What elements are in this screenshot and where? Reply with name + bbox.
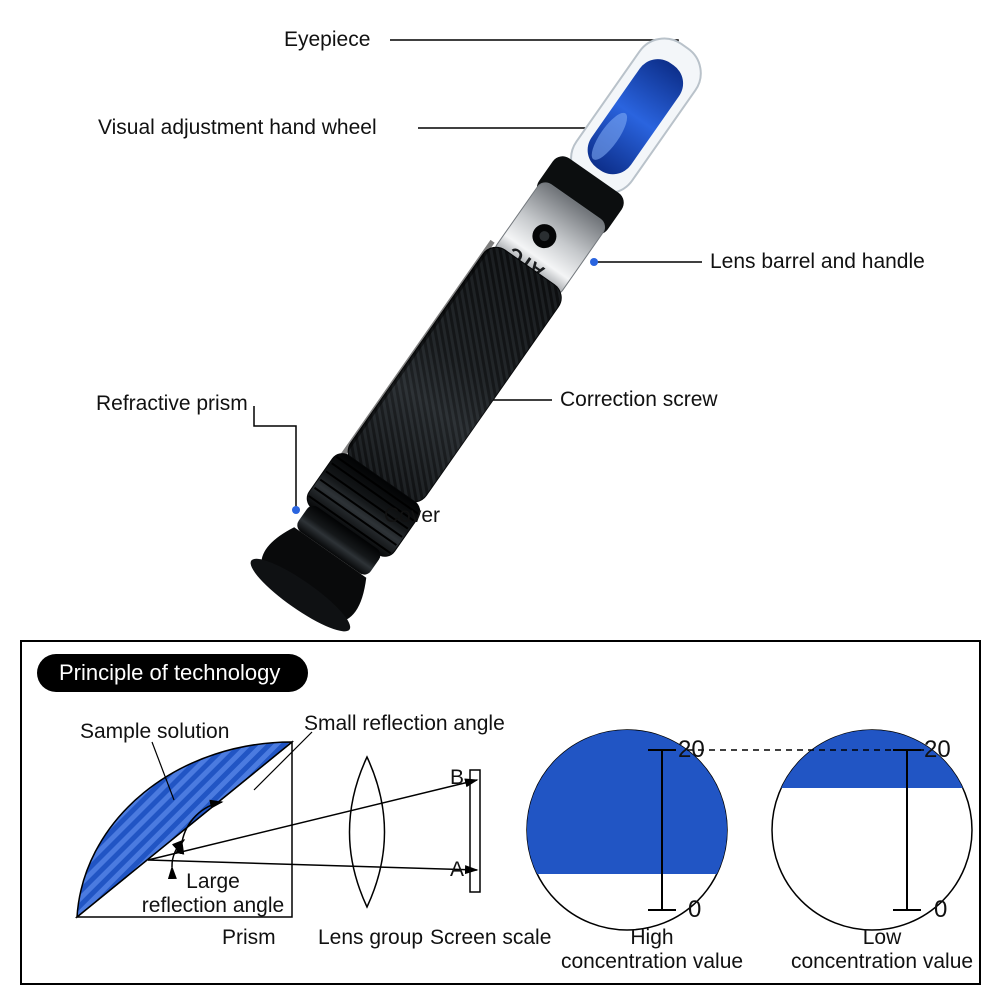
label-barrel: Lens barrel and handle: [710, 250, 925, 274]
label-sample: Sample solution: [80, 720, 229, 744]
lens-group: [350, 757, 385, 907]
label-prism2: Prism: [222, 926, 276, 950]
label-lensgroup: Lens group: [318, 926, 423, 950]
label-lowconc: Lowconcentration value: [782, 926, 982, 974]
device-diagram: ATC: [0, 0, 1001, 640]
high-20: 20: [678, 736, 705, 764]
label-screenscale: Screen scale: [430, 926, 551, 950]
low-0: 0: [934, 896, 947, 924]
high-0: 0: [688, 896, 701, 924]
principle-box: Principle of technology: [20, 640, 981, 985]
label-cover: Cover: [384, 504, 440, 528]
label-b: B: [450, 766, 464, 790]
label-a: A: [450, 858, 464, 882]
grip-barrel: [340, 240, 567, 509]
screen-scale: [470, 770, 480, 892]
label-adjust: Visual adjustment hand wheel: [98, 116, 377, 140]
principle-title: Principle of technology: [37, 654, 308, 692]
label-prism: Refractive prism: [96, 392, 248, 416]
label-smallangle: Small reflection angle: [304, 712, 505, 736]
label-correction: Correction screw: [560, 388, 718, 412]
label-eyepiece: Eyepiece: [284, 28, 370, 52]
low-20: 20: [924, 736, 951, 764]
label-highconc: Highconcentration value: [552, 926, 752, 974]
label-largeangle: Largereflection angle: [138, 870, 288, 918]
